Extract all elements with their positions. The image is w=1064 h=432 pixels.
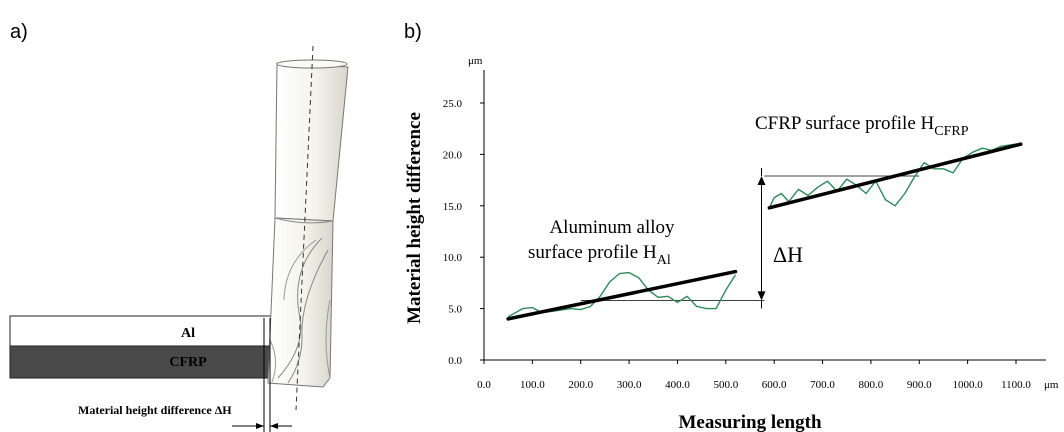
x-tick-label: 800.0 [859,379,884,391]
x-ticks: 0.0 100.0 200.0 300.0 400.0 500.0 600.0 700.0 80… [477,360,1031,391]
x-tick-label: 200.0 [568,379,593,391]
x-tick-label: 400.0 [665,379,690,391]
cfrp-fit-line [767,142,1023,210]
height-profile-chart: 0.0 100.0 200.0 300.0 400.0 500.0 600.0 700.0 80… [404,55,1059,432]
x-tick-label: 900.0 [907,379,932,391]
x-tick-label: 300.0 [617,379,642,391]
y-tick-label: 25.0 [443,98,463,110]
height-difference-label: Material height difference ΔH [78,403,232,417]
panel-a: a) Al CFRP Material height difference ΔH [9,21,349,432]
cfrp-layer [9,345,273,379]
x-tick-label: 500.0 [713,379,738,391]
x-tick-label: 0.0 [477,379,491,391]
al-fit-line [506,269,738,321]
x-axis-title: Measuring length [678,412,821,432]
tool-axis [295,45,314,411]
al-layer [9,315,273,347]
x-tick-label: 700.0 [810,379,835,391]
reference-levels [580,175,920,301]
al-annotation-line1: Aluminum alloy [549,217,675,238]
delta-h-dimension [757,167,766,309]
panel-b: b) 0.0 100.0 200.0 300.0 400.0 500.0 600.0 700.… [404,21,1059,432]
x-unit-label: μm [1044,379,1059,391]
delta-h-arrow-bottom [757,291,766,301]
y-tick-label: 20.0 [443,149,463,161]
cfrp-layer-label: CFRP [169,355,207,370]
cfrp-surface-profile [768,143,1017,209]
x-tick-label: 1000.0 [953,379,984,391]
end-mill-tool [267,59,349,388]
al-annotation-line2: surface profile HAl [528,242,671,268]
y-tick-label: 5.0 [448,304,462,316]
y-ticks: 0.0 5.0 10.0 15.0 20.0 25.0 [443,98,484,367]
delta-h-label: ΔH [773,242,803,267]
y-unit-label: μm [468,55,483,67]
y-tick-label: 15.0 [443,201,463,213]
panel-b-label: b) [404,21,422,43]
panel-a-label: a) [10,21,28,43]
x-tick-label: 100.0 [520,379,545,391]
x-tick-label: 600.0 [762,379,787,391]
delta-h-arrow-top [757,175,766,185]
x-tick-label: 1100.0 [1001,379,1031,391]
cfrp-annotation: CFRP surface profile HCFRP [755,113,969,139]
y-tick-label: 10.0 [443,252,463,264]
al-layer-label: Al [181,326,195,341]
y-axis-title: Material height difference [404,112,425,324]
fit-lines [506,142,1023,321]
y-tick-label: 0.0 [448,355,462,367]
